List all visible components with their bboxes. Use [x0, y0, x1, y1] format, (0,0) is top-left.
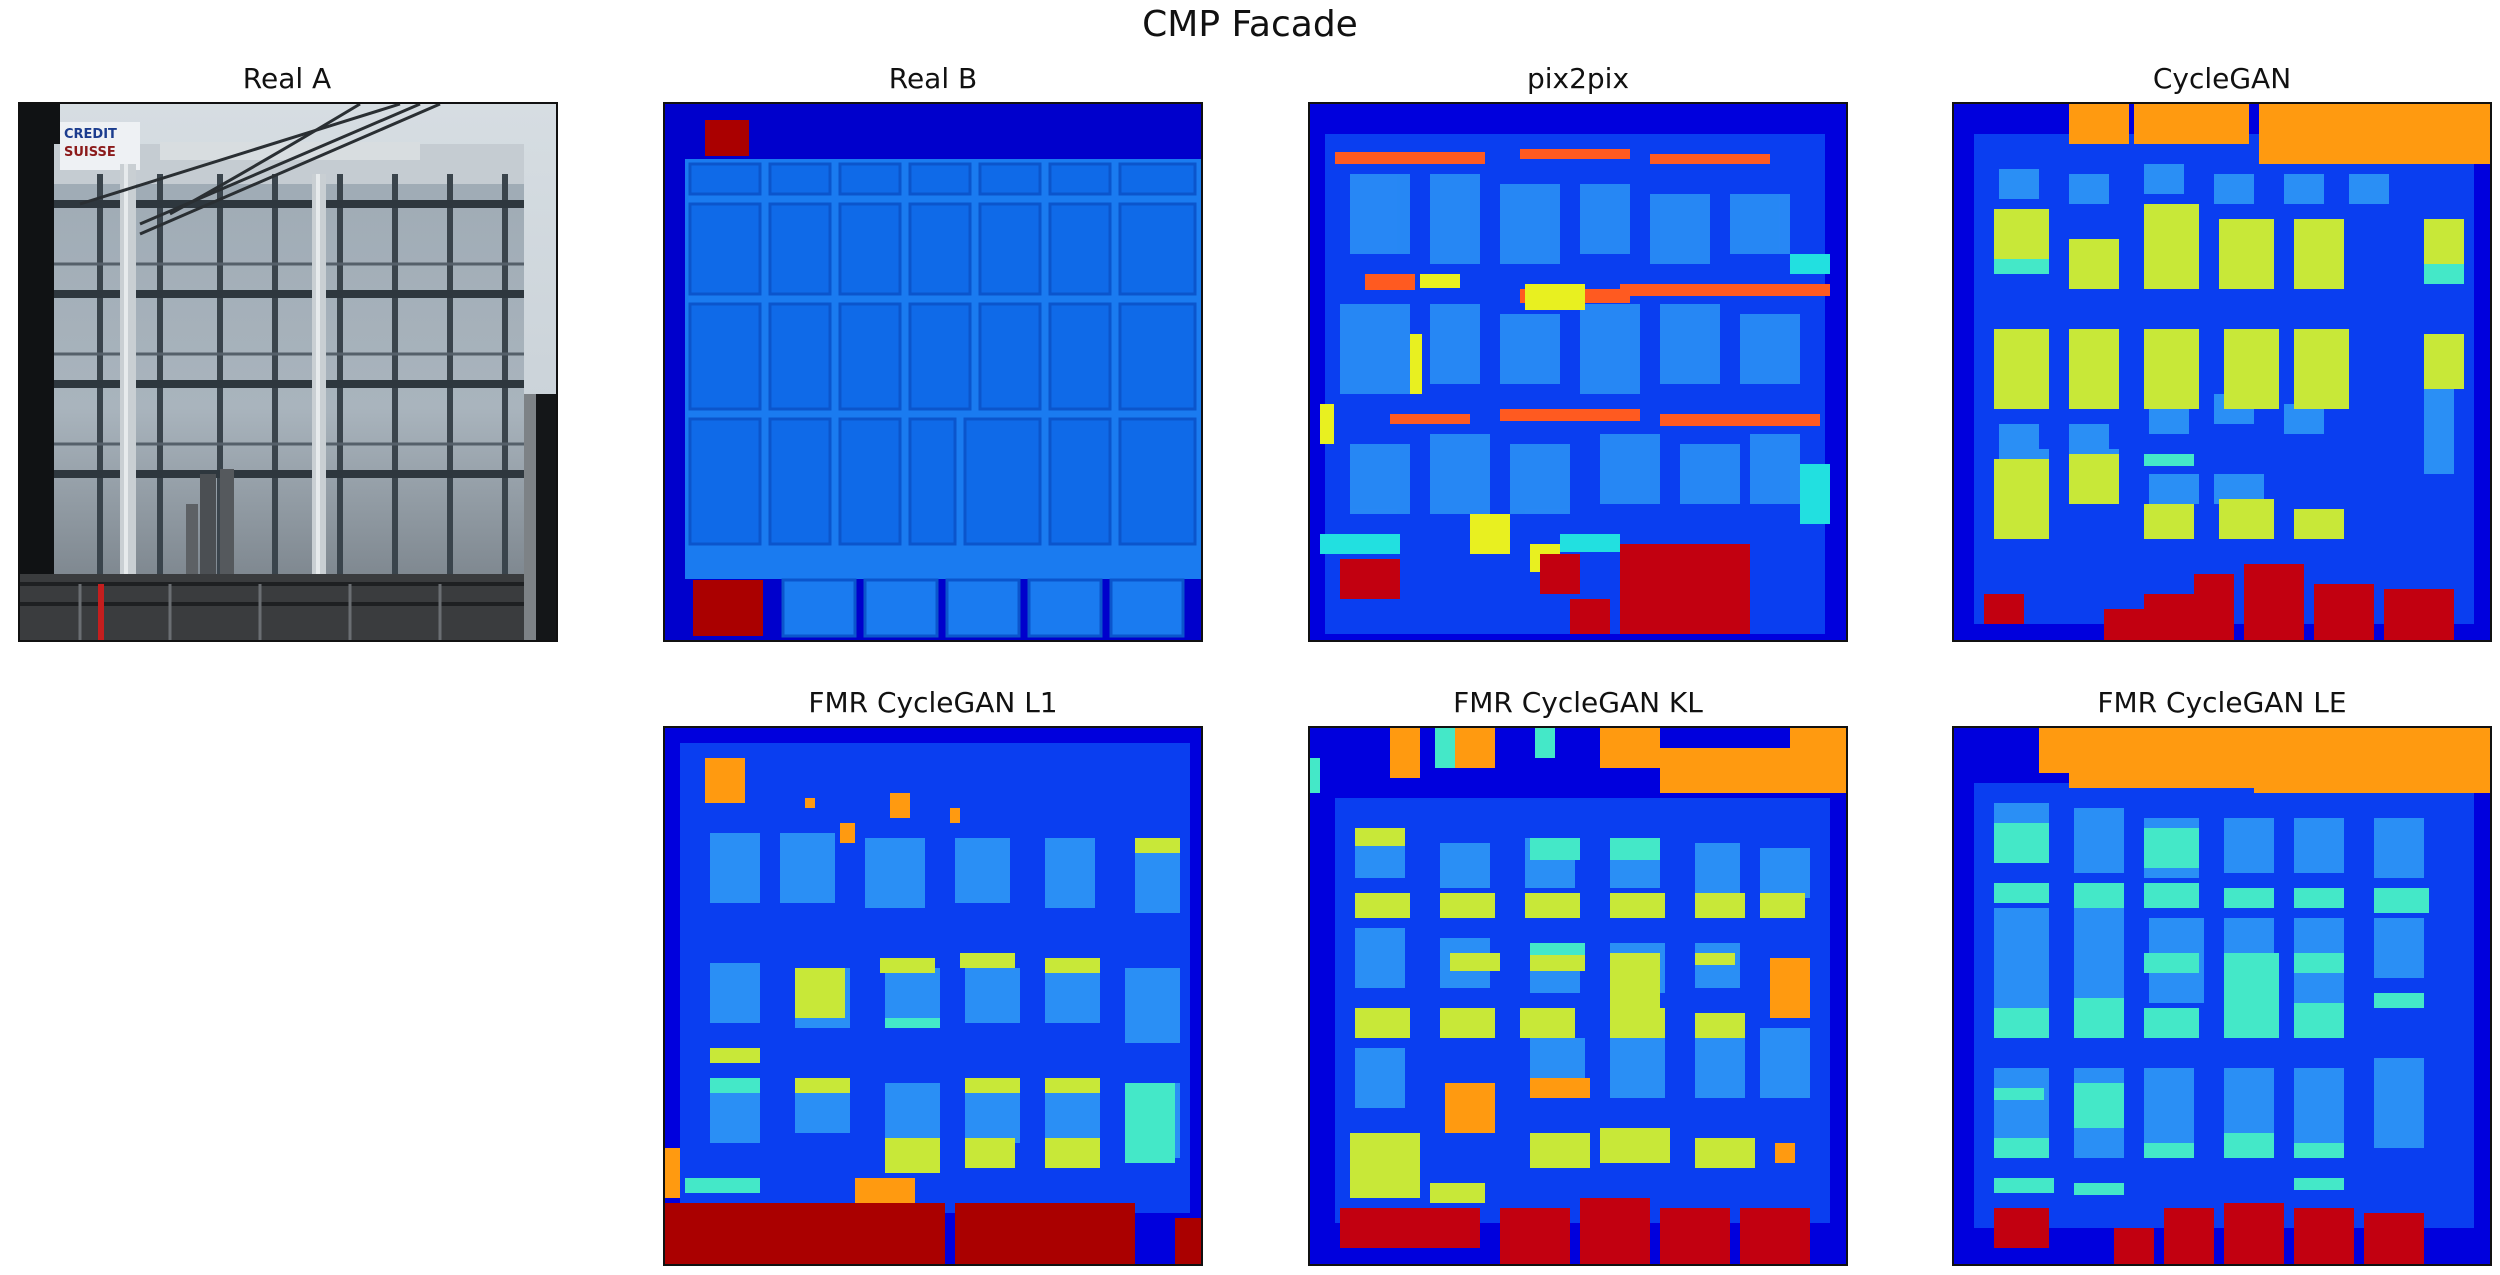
- label-map-cyclegan: [1954, 104, 2490, 640]
- panel-title-cyclegan: CycleGAN: [2152, 62, 2292, 95]
- image-real-b: [663, 102, 1203, 642]
- image-cyclegan: [1952, 102, 2492, 642]
- sign-text-1: CREDIT: [64, 127, 117, 142]
- label-map-fmr-le: [1954, 728, 2490, 1264]
- image-pix2pix: [1308, 102, 1848, 642]
- label-map-pix2pix: [1310, 104, 1846, 640]
- panel-title-pix2pix: pix2pix: [1526, 62, 1630, 95]
- panel-title-real-b: Real B: [888, 62, 978, 95]
- label-map-fmr-kl: [1310, 728, 1846, 1264]
- image-fmr-le: [1952, 726, 2492, 1266]
- sign-text-2: SUISSE: [64, 145, 116, 160]
- panel-title-fmr-kl: FMR CycleGAN KL: [1453, 686, 1703, 719]
- panel-title-fmr-l1: FMR CycleGAN L1: [808, 686, 1058, 719]
- image-fmr-l1: [663, 726, 1203, 1266]
- panel-title-real-a: Real A: [242, 62, 332, 95]
- panel-title-fmr-le: FMR CycleGAN LE: [2097, 686, 2347, 719]
- figure-title: CMP Facade: [1142, 4, 1358, 45]
- image-real-a: CREDIT SUISSE: [18, 102, 558, 642]
- image-fmr-kl: [1308, 726, 1848, 1266]
- facade-photo: CREDIT SUISSE: [20, 104, 556, 640]
- label-map-fmr-l1: [665, 728, 1201, 1264]
- label-map-real-b: [665, 104, 1201, 640]
